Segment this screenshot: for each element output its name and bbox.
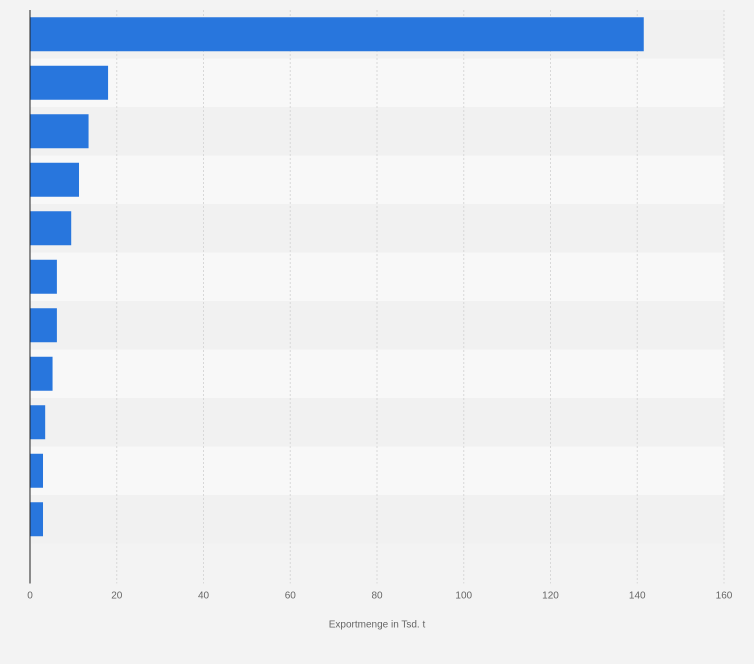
x-tick-label: 160 [716, 591, 733, 602]
bar[interactable] [30, 259, 57, 294]
row-band [30, 349, 724, 398]
x-tick-label: 0 [27, 591, 33, 602]
bar[interactable] [30, 114, 89, 149]
row-band [30, 204, 724, 253]
x-tick-label: 120 [542, 591, 559, 602]
x-tick-label: 100 [455, 591, 472, 602]
bar[interactable] [30, 502, 44, 537]
bar[interactable] [30, 65, 109, 100]
bar[interactable] [30, 405, 46, 440]
row-band [30, 252, 724, 301]
x-tick-label: 40 [198, 591, 210, 602]
row-band [30, 301, 724, 350]
grid-lines [116, 10, 725, 584]
x-axis-label: Exportmenge in Tsd. t [329, 620, 426, 631]
x-tick-label: 140 [629, 591, 646, 602]
x-tick-label: 80 [371, 591, 383, 602]
x-tick-labels: 0 20 40 60 80 100 120 140 160 [27, 591, 733, 602]
bar[interactable] [30, 308, 57, 343]
bar[interactable] [30, 17, 644, 52]
bar[interactable] [30, 356, 53, 391]
x-tick-label: 20 [111, 591, 123, 602]
bar[interactable] [30, 162, 80, 197]
bars-group [30, 17, 644, 537]
bar[interactable] [30, 211, 72, 246]
x-tick-label: 60 [285, 591, 297, 602]
bar[interactable] [30, 453, 44, 488]
